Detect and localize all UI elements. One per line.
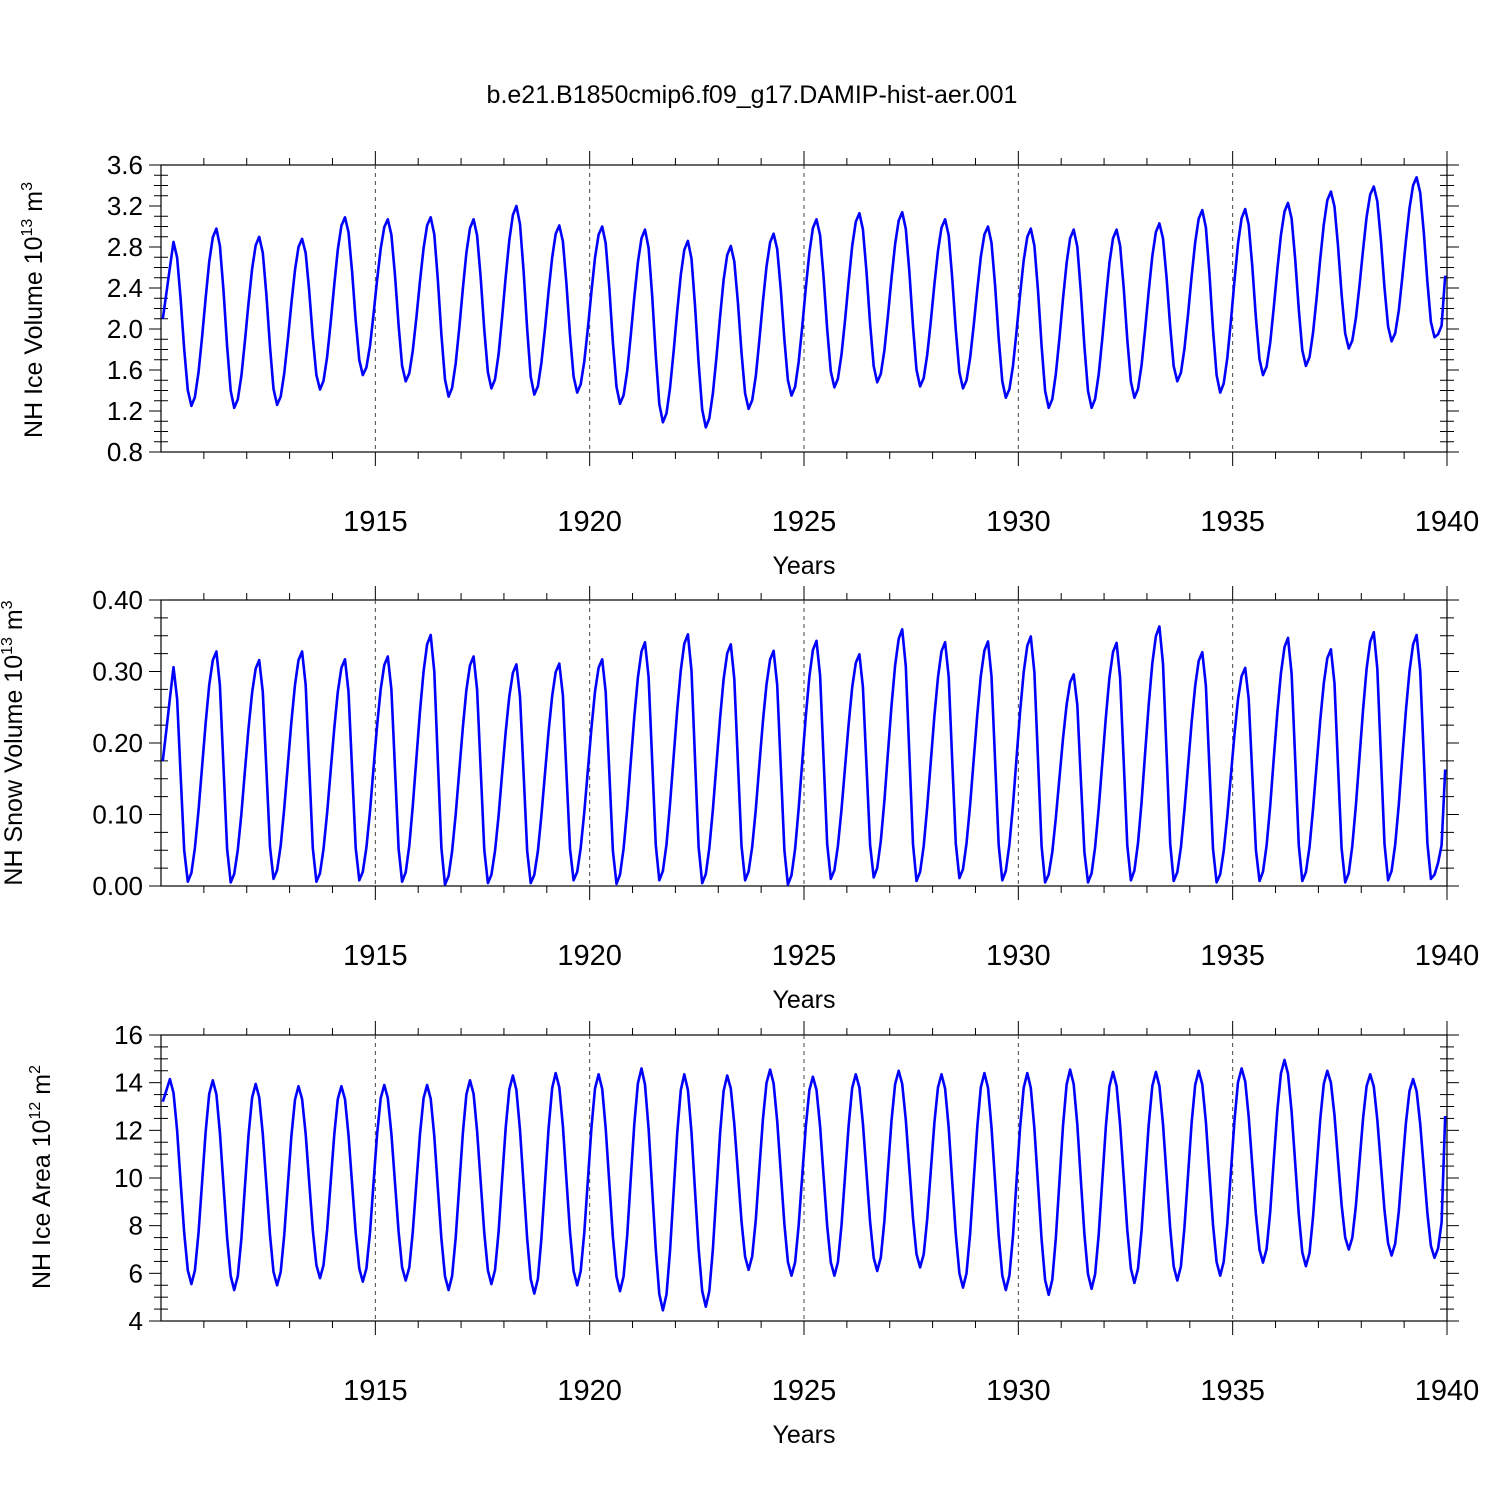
x-tick-label: 1920 xyxy=(557,506,622,538)
x-tick-label: 1940 xyxy=(1415,1375,1480,1407)
x-tick-label: 1915 xyxy=(343,1375,408,1407)
x-tick-label: 1915 xyxy=(343,940,408,972)
x-tick-label: 1935 xyxy=(1200,1375,1265,1407)
series-line-ice-volume xyxy=(161,176,1447,429)
y-axis-label-unit-exponent: 3 xyxy=(19,182,36,191)
y-axis-label-exponent: 12 xyxy=(27,1102,44,1120)
series-line-snow-volume xyxy=(161,625,1447,886)
x-tick-label: 1925 xyxy=(772,1375,837,1407)
y-tick-label: 10 xyxy=(114,1163,143,1193)
y-axis-label-exponent: 13 xyxy=(0,637,16,655)
y-tick-label: 0.20 xyxy=(92,728,143,758)
y-tick-label: 2.4 xyxy=(107,273,143,303)
x-tick-label: 1935 xyxy=(1200,506,1265,538)
panel-ice-volume: 0.8 1.2 1.6 2.0 2.4 2.8 3.2 3.6 1915 1920 1925 1930… xyxy=(19,150,1479,580)
x-tick-label: 1930 xyxy=(986,506,1051,538)
x-axis-label: Years xyxy=(772,986,835,1014)
y-axis-label-unit: m xyxy=(28,1074,56,1102)
y-axis-label-base: NH Snow Volume 10 xyxy=(0,655,28,886)
y-axis-label-exponent: 13 xyxy=(19,219,36,237)
series-line-ice-area xyxy=(161,1058,1447,1312)
y-tick-label: 0.40 xyxy=(92,585,143,615)
y-axis-label-base: NH Ice Area 10 xyxy=(28,1119,56,1289)
y-axis-label: NH Ice Area 1012 m2 xyxy=(27,1065,56,1289)
x-tick-label: 1925 xyxy=(772,940,837,972)
x-tick-label: 1930 xyxy=(986,940,1051,972)
y-tick-label: 1.6 xyxy=(107,355,143,385)
x-tick-label: 1935 xyxy=(1200,940,1265,972)
panel-snow-volume: 0.00 0.10 0.20 0.30 0.40 1915 1920 1925 1930 1935… xyxy=(0,585,1479,1014)
x-tick-label: 1920 xyxy=(557,1375,622,1407)
y-tick-label: 8 xyxy=(129,1211,143,1241)
y-tick-label: 4 xyxy=(129,1306,143,1336)
y-tick-label: 2.8 xyxy=(107,232,143,262)
y-tick-label: 1.2 xyxy=(107,396,143,426)
y-tick-label: 0.00 xyxy=(92,871,143,901)
x-axis-label: Years xyxy=(772,552,835,580)
figure-title: b.e21.B1850cmip6.f09_g17.DAMIP-hist-aer.… xyxy=(487,81,1018,109)
y-tick-label: 14 xyxy=(114,1068,143,1098)
y-tick-label: 3.2 xyxy=(107,191,143,221)
x-tick-label: 1930 xyxy=(986,1375,1051,1407)
y-axis-label-base: NH Ice Volume 10 xyxy=(20,236,48,438)
y-tick-label: 0.8 xyxy=(107,437,143,467)
y-tick-label: 12 xyxy=(114,1115,143,1145)
x-tick-label: 1940 xyxy=(1415,506,1480,538)
y-axis-label-unit: m xyxy=(0,609,28,637)
x-tick-label: 1940 xyxy=(1415,940,1480,972)
y-axis-label-unit-exponent: 2 xyxy=(27,1065,44,1074)
y-tick-label: 6 xyxy=(129,1258,143,1288)
y-axis-label-unit: m xyxy=(20,191,48,219)
y-tick-label: 0.10 xyxy=(92,800,143,830)
x-tick-label: 1915 xyxy=(343,506,408,538)
x-tick-label: 1920 xyxy=(557,940,622,972)
y-axis-label: NH Ice Volume 1013 m3 xyxy=(19,182,48,438)
y-axis-label-unit-exponent: 3 xyxy=(0,600,16,609)
y-tick-label: 3.6 xyxy=(107,150,143,180)
y-tick-label: 16 xyxy=(114,1020,143,1050)
panel-ice-area: 4 6 8 10 12 14 16 1915 1920 1925 1930 1935 1940 Years… xyxy=(27,1020,1479,1449)
y-axis-label: NH Snow Volume 1013 m3 xyxy=(0,600,28,885)
x-tick-label: 1925 xyxy=(772,506,837,538)
y-tick-label: 0.30 xyxy=(92,657,143,687)
x-axis-label: Years xyxy=(772,1421,835,1449)
y-tick-label: 2.0 xyxy=(107,314,143,344)
